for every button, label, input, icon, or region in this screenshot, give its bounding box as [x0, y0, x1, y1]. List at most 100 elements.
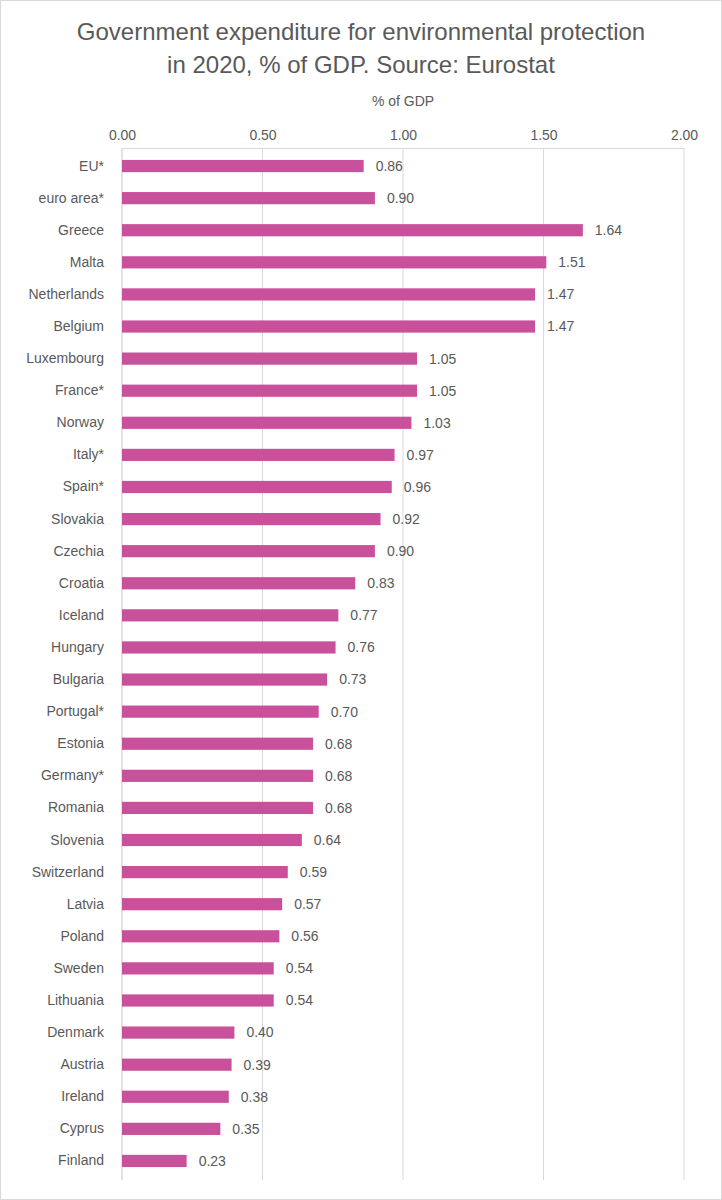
x-tick: 0.00	[109, 127, 136, 148]
bar	[122, 994, 274, 1006]
y-tick: Estonia	[57, 735, 104, 751]
category-label: Belgium	[53, 318, 104, 334]
x-tick-label: 0.00	[109, 127, 136, 143]
data-label: 0.38	[241, 1089, 268, 1105]
x-tick-label: 1.50	[530, 127, 557, 143]
bar	[122, 673, 327, 685]
bar	[122, 417, 411, 429]
bar	[122, 898, 282, 910]
y-tick: France*	[55, 382, 105, 398]
grid	[122, 148, 684, 1180]
category-label: Poland	[60, 928, 104, 944]
category-label: France*	[55, 382, 105, 398]
y-tick: Portugal*	[46, 703, 104, 719]
category-label: Finland	[58, 1152, 104, 1168]
bar	[122, 834, 302, 846]
category-label: Cyprus	[60, 1120, 104, 1136]
data-label: 0.77	[350, 607, 377, 623]
bar	[122, 192, 375, 204]
data-label: 0.35	[232, 1121, 259, 1137]
y-tick: Latvia	[67, 896, 105, 912]
title-line: in 2020, % of GDP. Source: Eurostat	[167, 51, 555, 78]
y-axis: EU* euro area* Greece Malta Netherlands Belgi…	[26, 148, 122, 1180]
category-label: Croatia	[59, 575, 104, 591]
y-tick: Austria	[60, 1056, 104, 1072]
y-tick: Romania	[48, 799, 104, 815]
bar	[122, 962, 274, 974]
bar	[122, 224, 583, 236]
bar	[122, 481, 392, 493]
bar	[122, 545, 375, 557]
data-label: 1.05	[429, 383, 456, 399]
data-label: 0.92	[393, 511, 420, 527]
data-label: 0.86	[376, 158, 403, 174]
category-label: Sweden	[53, 960, 104, 976]
grid-line	[403, 148, 404, 1180]
category-label: Lithuania	[47, 992, 104, 1008]
y-tick: euro area*	[39, 190, 105, 206]
bar	[122, 385, 417, 397]
category-label: Slovenia	[50, 831, 104, 847]
data-label: 0.76	[348, 639, 375, 655]
data-label: 0.23	[199, 1153, 226, 1169]
y-axis-line	[122, 148, 123, 1180]
bar	[122, 449, 395, 461]
bar	[122, 802, 313, 814]
x-tick-label: 2.00	[671, 127, 698, 143]
data-label: 0.73	[339, 671, 366, 687]
category-label: Netherlands	[29, 286, 105, 302]
x-tick: 2.00	[671, 127, 698, 148]
x-tick-label: 0.50	[249, 127, 276, 143]
category-label: Romania	[48, 799, 104, 815]
y-tick: Hungary	[51, 639, 104, 655]
data-label: 0.68	[325, 736, 352, 752]
data-label: 1.51	[558, 254, 585, 270]
category-label: Bulgaria	[53, 671, 105, 687]
bar	[122, 1059, 232, 1071]
category-label: Iceland	[59, 607, 104, 623]
y-tick: Italy*	[73, 446, 105, 462]
category-label: Ireland	[61, 1088, 104, 1104]
data-label: 0.59	[300, 864, 327, 880]
bar	[122, 930, 279, 942]
bar	[122, 577, 355, 589]
bar	[122, 320, 535, 332]
category-label: Germany*	[41, 767, 105, 783]
x-axis-title: % of GDP	[372, 93, 434, 109]
data-label: 0.57	[294, 896, 321, 912]
data-label: 0.96	[404, 479, 431, 495]
category-label: Denmark	[47, 1024, 105, 1040]
title-line: Government expenditure for environmental…	[77, 18, 645, 45]
title: Government expenditure for environmental…	[77, 18, 645, 78]
x-tick-label: 1.00	[390, 127, 417, 143]
bar	[122, 256, 546, 268]
data-label: 1.64	[595, 222, 622, 238]
data-label: 1.47	[547, 286, 574, 302]
grid-line	[543, 148, 544, 1180]
data-label: 0.54	[286, 992, 313, 1008]
bar	[122, 513, 381, 525]
category-label: EU*	[79, 158, 104, 174]
y-tick: Malta	[70, 254, 104, 270]
x-tick: 1.50	[530, 127, 557, 148]
bar	[122, 609, 338, 621]
category-label: Malta	[70, 254, 104, 270]
x-axis: 0.00 0.50 1.00 1.50 2.00	[109, 127, 698, 149]
data-label: 0.70	[331, 704, 358, 720]
data-label: 0.68	[325, 768, 352, 784]
y-tick: Denmark	[47, 1024, 105, 1040]
y-tick: Lithuania	[47, 992, 104, 1008]
category-label: Greece	[58, 222, 104, 238]
y-tick: Slovenia	[50, 831, 104, 847]
bar	[122, 866, 288, 878]
data-label: 1.03	[423, 415, 450, 431]
bar	[122, 706, 319, 718]
bar	[122, 1091, 229, 1103]
y-tick: Belgium	[53, 318, 104, 334]
y-tick: Ireland	[61, 1088, 104, 1104]
y-tick: Cyprus	[60, 1120, 104, 1136]
category-label: Spain*	[63, 478, 105, 494]
bar	[122, 1123, 220, 1135]
y-tick: Poland	[60, 928, 104, 944]
bar	[122, 1155, 187, 1167]
